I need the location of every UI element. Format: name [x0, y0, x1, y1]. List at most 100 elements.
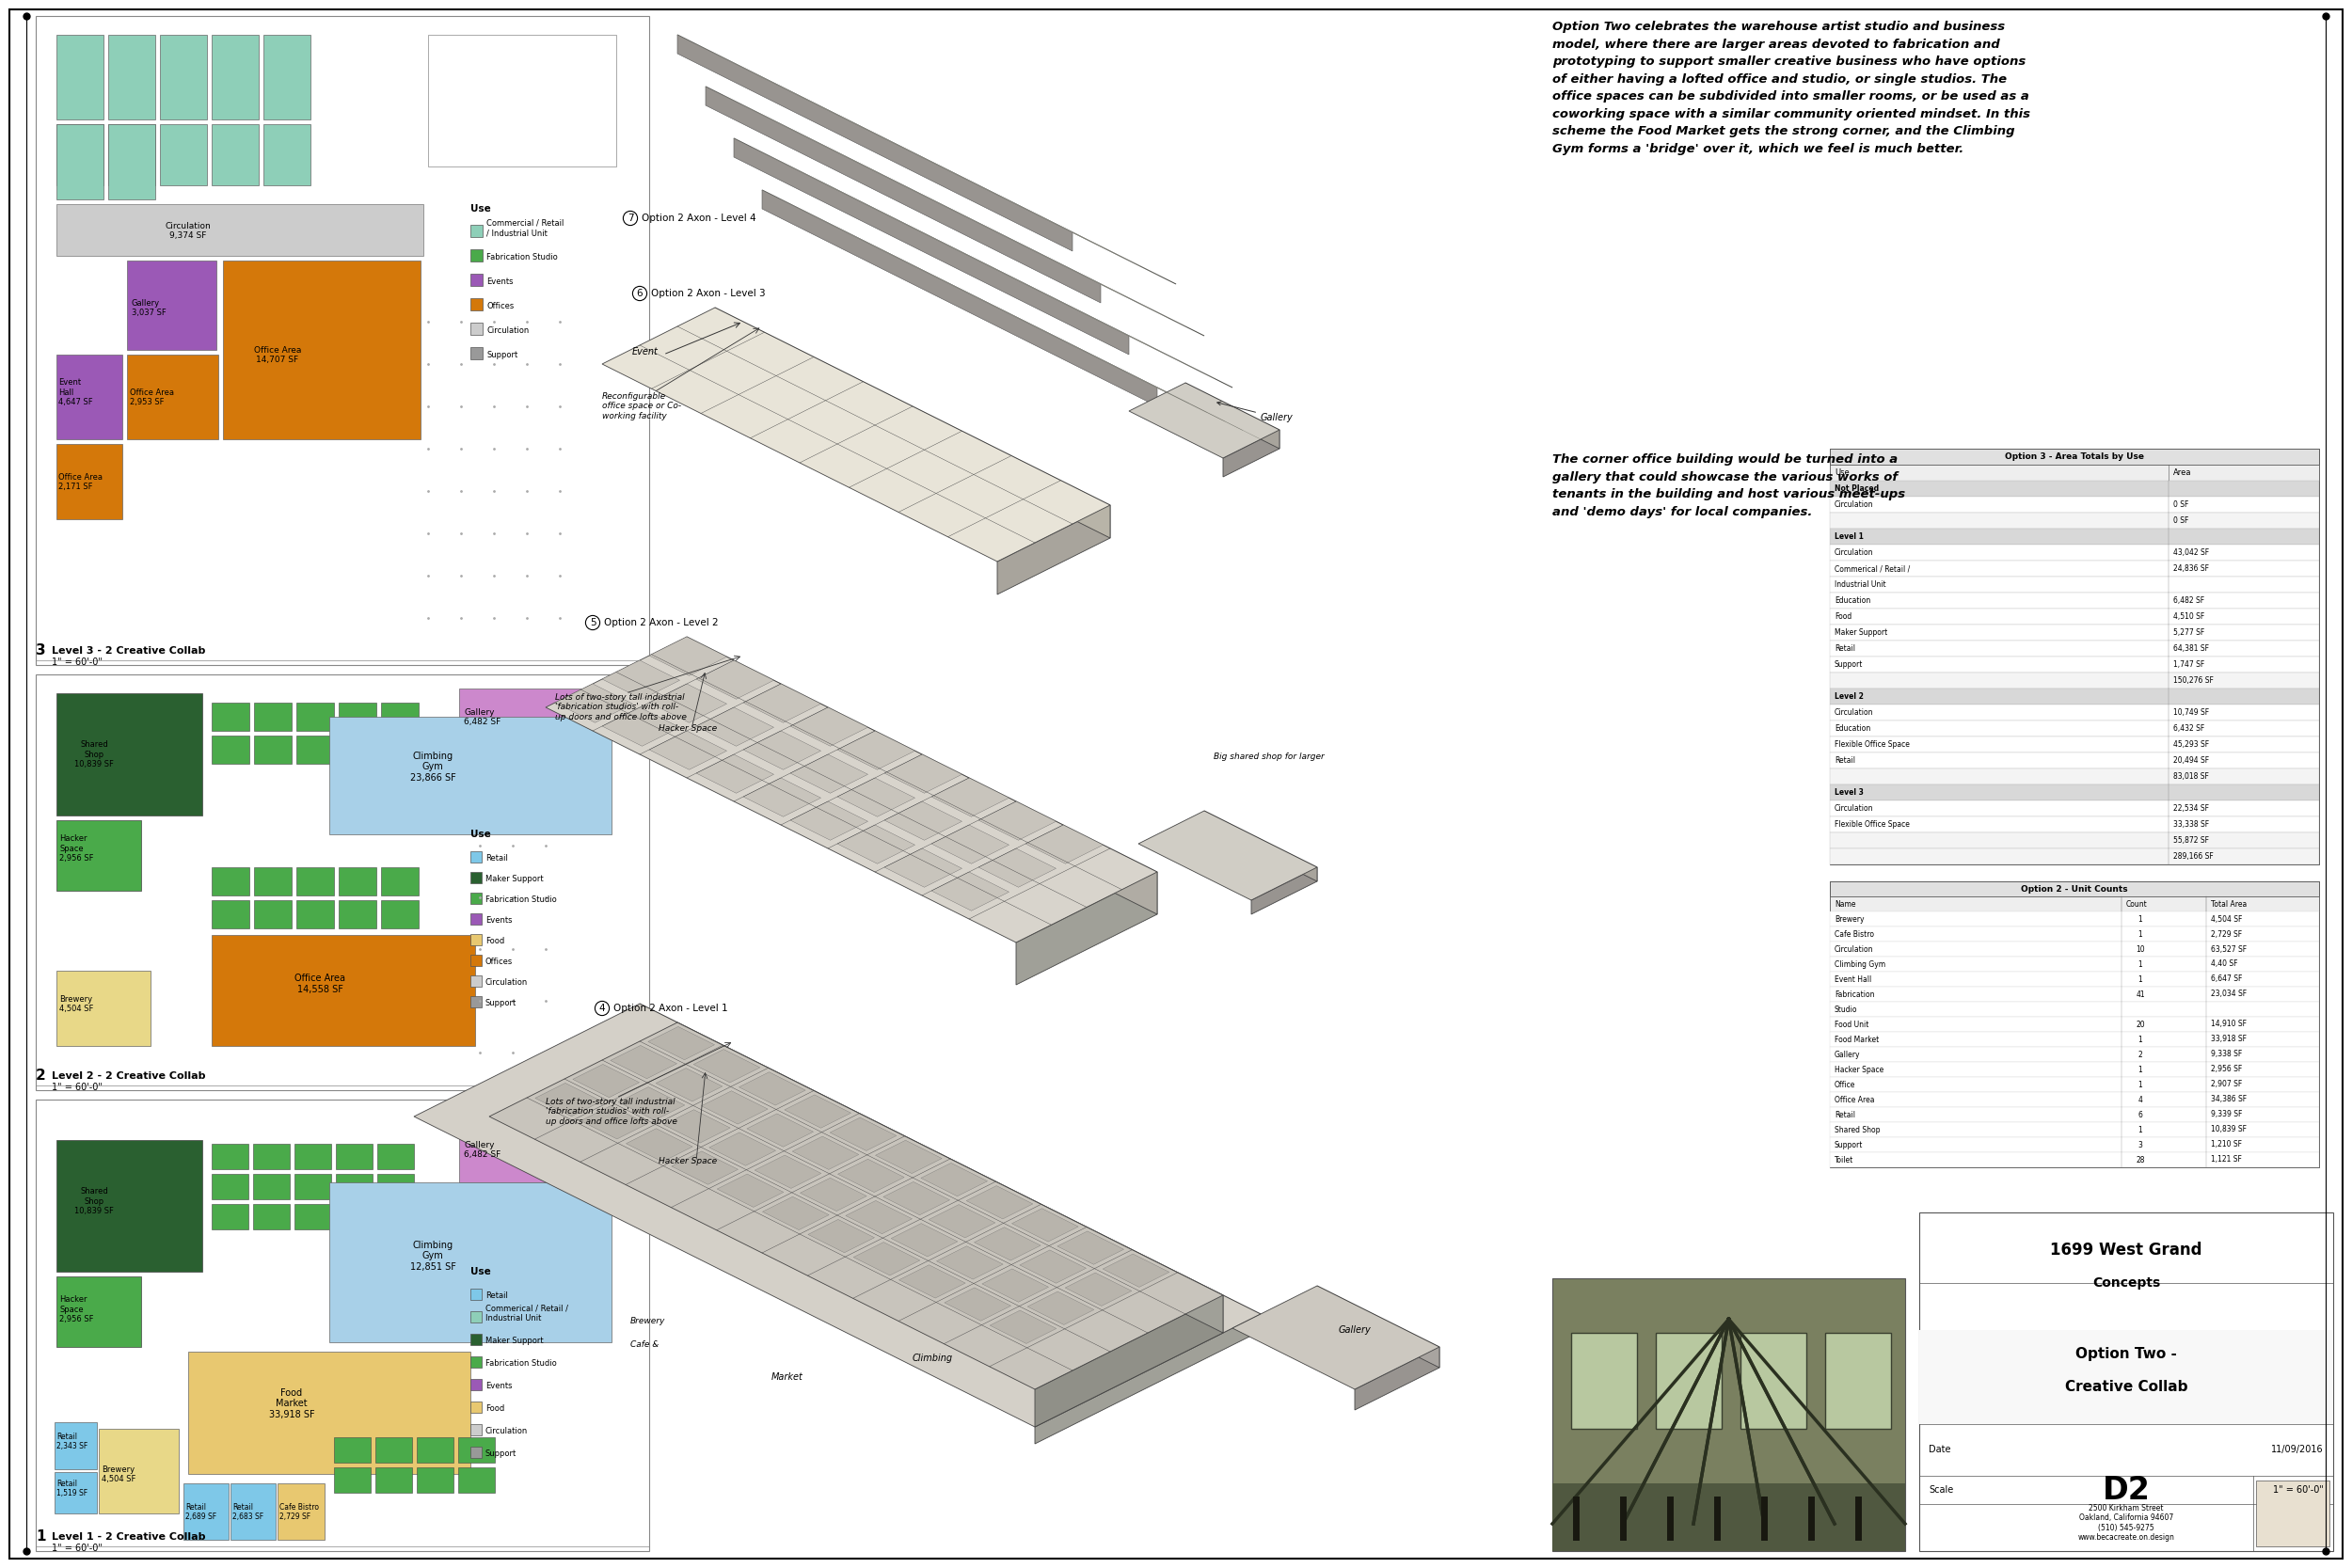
Text: Education: Education [1835, 596, 1870, 605]
Text: Fabrication Studio: Fabrication Studio [487, 252, 557, 262]
Text: Shared
Shop
10,839 SF: Shared Shop 10,839 SF [75, 1187, 113, 1215]
Text: Retail
1,519 SF: Retail 1,519 SF [56, 1479, 87, 1497]
Polygon shape [1025, 825, 1103, 864]
Text: 5,277 SF: 5,277 SF [2173, 629, 2204, 637]
Text: 0 SF: 0 SF [2173, 516, 2190, 525]
Text: Brewery: Brewery [1835, 914, 1865, 924]
Bar [470, 851, 482, 862]
Bar [1830, 972, 2319, 986]
Text: Level 3 - 2 Creative Collab: Level 3 - 2 Creative Collab [52, 646, 205, 655]
Bar [470, 1334, 482, 1345]
Bar [470, 913, 482, 925]
Polygon shape [898, 1265, 964, 1298]
Bar [296, 702, 334, 731]
Bar [263, 124, 310, 185]
Bar [336, 1143, 372, 1170]
Text: Commercial / Retail
/ Industrial Unit: Commercial / Retail / Industrial Unit [487, 220, 564, 237]
Bar [1830, 956, 2319, 972]
Polygon shape [602, 307, 1110, 561]
Polygon shape [743, 684, 821, 723]
Text: Retail
2,343 SF: Retail 2,343 SF [56, 1432, 87, 1450]
Bar [1830, 941, 2319, 956]
Bar [188, 1352, 470, 1474]
Bar [1830, 704, 2319, 721]
Text: Use: Use [1835, 469, 1849, 477]
Bar [1830, 784, 2319, 800]
Text: Toilet: Toilet [1835, 1156, 1853, 1163]
Text: 33,338 SF: 33,338 SF [2173, 820, 2209, 828]
Text: Office Area
14,558 SF: Office Area 14,558 SF [294, 974, 346, 994]
Text: Gallery
6,482 SF: Gallery 6,482 SF [463, 1140, 501, 1159]
Text: Flexible Office Space: Flexible Office Space [1835, 740, 1910, 750]
Bar [1830, 897, 2319, 911]
Bar [212, 1143, 249, 1170]
Polygon shape [546, 637, 1157, 942]
Bar [1919, 1330, 2333, 1424]
Bar [212, 735, 249, 764]
Bar [428, 34, 616, 166]
Bar [56, 204, 423, 256]
Polygon shape [978, 801, 1056, 840]
Text: 10,839 SF: 10,839 SF [2211, 1126, 2246, 1134]
Bar [212, 124, 259, 185]
Bar [1830, 481, 2319, 497]
Bar [416, 1468, 454, 1493]
Bar [376, 1468, 412, 1493]
Bar [1830, 1077, 2319, 1091]
Bar [329, 1182, 612, 1342]
Bar [1830, 753, 2319, 768]
Text: Big shared shop for larger: Big shared shop for larger [1214, 753, 1324, 760]
Text: Option 2 Axon - Level 2: Option 2 Axon - Level 2 [604, 618, 717, 627]
Polygon shape [677, 34, 1176, 284]
Text: Office Area
2,171 SF: Office Area 2,171 SF [59, 472, 103, 491]
Text: 9,338 SF: 9,338 SF [2211, 1051, 2241, 1058]
Polygon shape [1035, 1314, 1261, 1444]
Text: Concepts: Concepts [2093, 1276, 2159, 1289]
Polygon shape [946, 1287, 1011, 1320]
Bar [56, 971, 151, 1046]
Text: Level 1: Level 1 [1835, 533, 1863, 541]
Polygon shape [687, 637, 1157, 914]
Polygon shape [710, 1132, 776, 1165]
Bar [1830, 1016, 2319, 1032]
Polygon shape [1035, 1295, 1223, 1427]
Bar [381, 867, 419, 895]
Polygon shape [640, 1004, 1261, 1331]
Bar [334, 1438, 372, 1463]
Polygon shape [414, 1004, 1261, 1427]
Bar [56, 444, 122, 519]
Bar [54, 1472, 96, 1513]
Bar [470, 1447, 482, 1458]
Bar [1830, 448, 2319, 864]
Bar [1830, 544, 2319, 561]
Text: Food: Food [1835, 613, 1851, 621]
Text: 10: 10 [2136, 946, 2145, 953]
Bar [1830, 673, 2319, 688]
Text: 6,482 SF: 6,482 SF [2173, 596, 2204, 605]
Polygon shape [974, 1228, 1040, 1261]
Text: 28: 28 [2136, 1156, 2145, 1163]
Bar [1830, 1152, 2319, 1167]
Bar [212, 867, 249, 895]
Bar [254, 1143, 289, 1170]
Text: Gallery: Gallery [1338, 1325, 1371, 1334]
Bar [54, 1422, 96, 1469]
Polygon shape [891, 1223, 957, 1256]
Text: 55,872 SF: 55,872 SF [2173, 836, 2209, 845]
Polygon shape [762, 190, 1261, 439]
Bar [1830, 641, 2319, 657]
Polygon shape [602, 660, 680, 699]
Bar [160, 34, 207, 119]
Bar [470, 975, 482, 986]
Bar [1830, 1107, 2319, 1123]
Bar [470, 1356, 482, 1367]
Text: 43,042 SF: 43,042 SF [2173, 549, 2209, 557]
Polygon shape [612, 1046, 677, 1079]
Bar [223, 260, 421, 439]
Bar [1830, 1062, 2319, 1077]
Polygon shape [931, 825, 1009, 864]
Text: Level 3: Level 3 [1835, 789, 1863, 797]
Bar [376, 1438, 412, 1463]
Text: Retail: Retail [485, 1292, 508, 1300]
Text: Scale: Scale [1929, 1485, 1952, 1494]
